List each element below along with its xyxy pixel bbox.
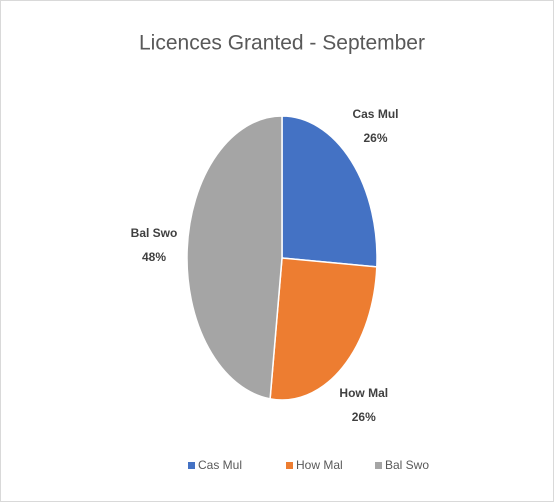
pie-slice	[281, 115, 378, 268]
legend-swatch	[286, 462, 293, 469]
data-label-name: How Mal	[339, 386, 388, 400]
pie-slice	[269, 257, 378, 401]
data-label-name: Bal Swo	[131, 226, 178, 240]
legend-label: Bal Swo	[385, 458, 429, 472]
legend-label: How Mal	[296, 458, 343, 472]
data-label-value: 26%	[363, 131, 387, 145]
pie-slice	[186, 115, 283, 400]
data-label-name: Cas Mul	[352, 107, 398, 121]
legend-swatch	[188, 462, 195, 469]
data-label-value: 26%	[352, 410, 376, 424]
data-label-value: 48%	[142, 250, 166, 264]
legend-label: Cas Mul	[198, 458, 242, 472]
chart-title: Licences Granted - September	[139, 32, 425, 55]
legend-swatch	[375, 462, 382, 469]
